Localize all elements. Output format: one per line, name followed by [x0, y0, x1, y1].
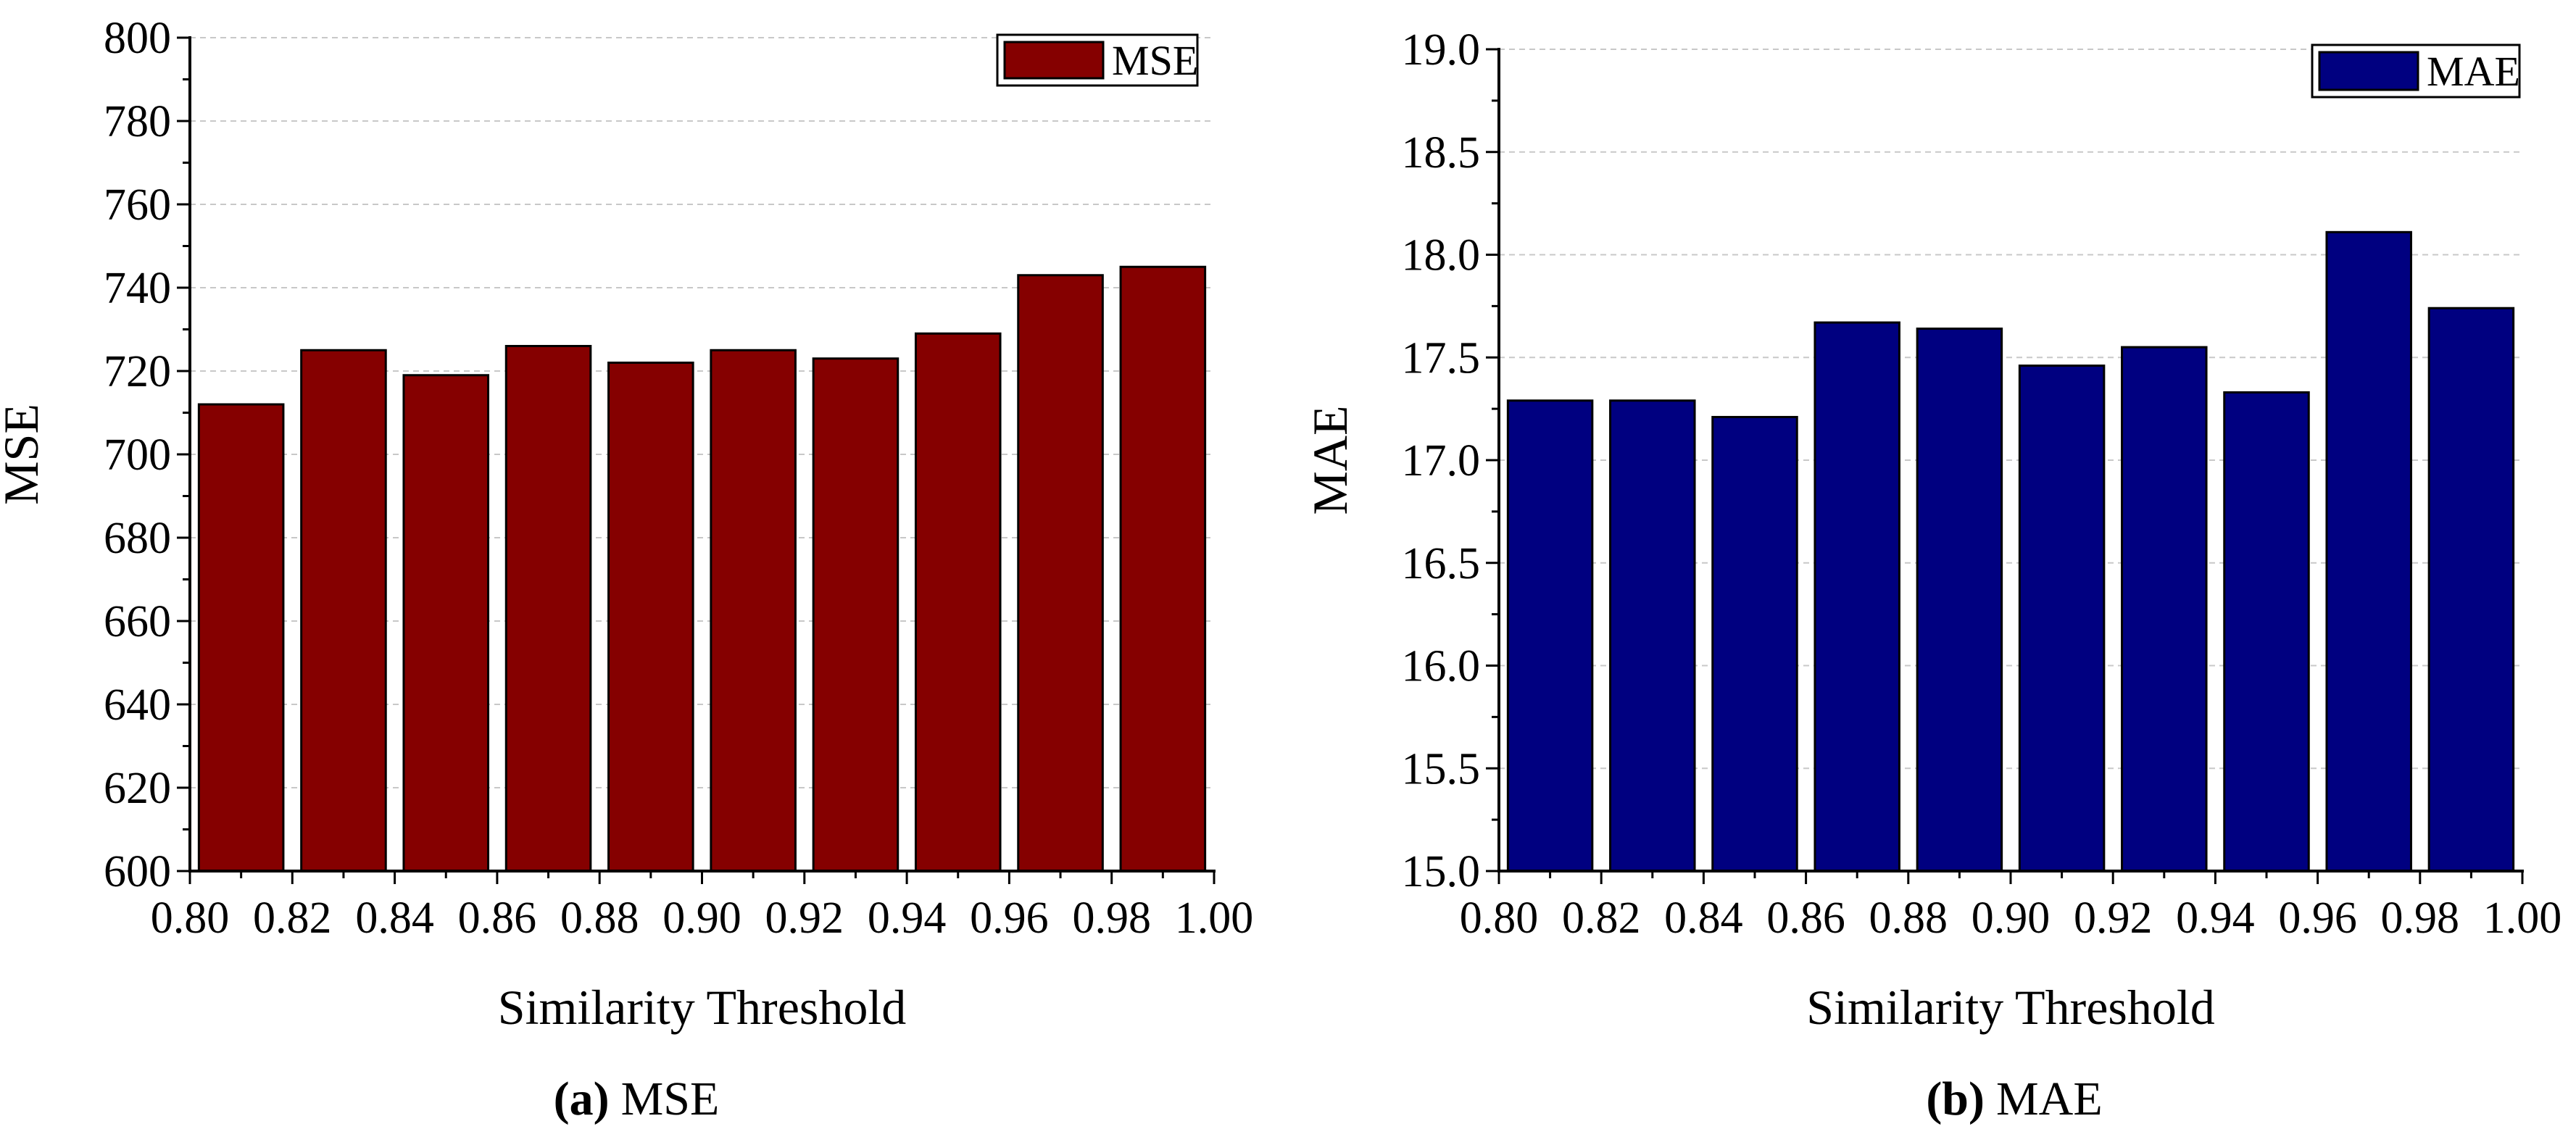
bar	[197, 403, 285, 872]
caption-letter: (b)	[1926, 1073, 1985, 1125]
x-tick-label: 0.98	[1072, 894, 1151, 943]
bar	[1813, 321, 1900, 872]
y-tick-label: 17.5	[1402, 333, 1481, 383]
legend-label: MSE	[1112, 37, 1198, 84]
y-tick-label: 620	[104, 764, 171, 813]
bar	[1017, 274, 1104, 872]
x-tick-label: 1.00	[1175, 894, 1254, 943]
chart-panel-a: 600 620 640 660 680 700 720 740 760 780 800 0.80 0.8…	[0, 14, 1253, 1125]
y-tick-label: 760	[104, 180, 171, 230]
y-tick-label: 740	[104, 264, 171, 313]
y-tick-label: 660	[104, 597, 171, 646]
x-tick-label: 0.88	[560, 894, 639, 943]
x-tick-label: 0.86	[1766, 894, 1845, 943]
x-tick-label: 0.96	[970, 894, 1049, 943]
y-tick-label: 640	[104, 680, 171, 730]
y-tick-label: 600	[104, 847, 171, 896]
y-tick-label: 16.5	[1402, 539, 1481, 588]
legend: MSE	[996, 33, 1199, 87]
x-tick-label: 0.84	[355, 894, 434, 943]
x-tick-label: 0.82	[253, 894, 332, 943]
y-tick-label: 18.5	[1402, 128, 1481, 178]
y-tick-label: 17.0	[1402, 436, 1481, 486]
x-axis-title: Similarity Threshold	[498, 980, 907, 1035]
panel-caption: (a) MSE	[554, 1073, 720, 1125]
x-tick-label: 0.92	[765, 894, 844, 943]
bar	[1711, 415, 1798, 872]
bar	[1119, 265, 1207, 872]
y-tick-label: 720	[104, 347, 171, 396]
legend-swatch	[2318, 51, 2419, 91]
bar	[504, 345, 592, 872]
legend-label: MAE	[2427, 48, 2520, 95]
y-tick-label: 800	[104, 14, 171, 63]
x-tick-label: 0.90	[1972, 894, 2051, 943]
x-tick-label: 1.00	[2483, 894, 2562, 943]
caption-text: MAE	[1996, 1073, 2103, 1125]
y-tick-label: 19.0	[1402, 25, 1481, 75]
x-tick-label: 0.96	[2278, 894, 2357, 943]
bar	[2325, 230, 2412, 872]
x-tick-label: 0.94	[2176, 894, 2255, 943]
x-tick-label: 0.94	[868, 894, 947, 943]
x-tick-label: 0.86	[458, 894, 537, 943]
bar	[2121, 346, 2208, 872]
bar	[914, 332, 1002, 872]
y-tick-label: 15.0	[1402, 847, 1481, 896]
bar	[300, 349, 387, 872]
x-tick-label: 0.90	[662, 894, 741, 943]
x-tick-label: 0.92	[2074, 894, 2153, 943]
y-axis-title: MAE	[1302, 405, 1358, 515]
x-tick-label: 0.80	[151, 894, 230, 943]
y-tick-label: 680	[104, 514, 171, 563]
bar	[2223, 391, 2310, 872]
bar	[1506, 399, 1594, 872]
x-tick-label: 0.82	[1562, 894, 1641, 943]
caption-letter: (a)	[554, 1073, 610, 1125]
bar	[402, 374, 490, 872]
x-tick-label: 0.98	[2381, 894, 2460, 943]
y-tick-label: 700	[104, 430, 171, 480]
y-tick-label: 18.0	[1402, 231, 1481, 280]
bar	[1609, 399, 1696, 872]
panel-caption: (b) MAE	[1926, 1073, 2102, 1125]
bar	[812, 357, 899, 872]
bar	[1916, 328, 2003, 872]
x-tick-label: 0.88	[1869, 894, 1948, 943]
caption-text: MSE	[621, 1073, 720, 1125]
legend: MAE	[2311, 43, 2521, 99]
x-tick-label: 0.84	[1664, 894, 1743, 943]
bar	[2018, 365, 2106, 872]
bar	[2427, 307, 2515, 872]
y-axis-title: MSE	[0, 404, 49, 505]
bar	[607, 362, 694, 872]
y-tick-label: 15.5	[1402, 744, 1481, 794]
chart-panel-b: 15.0 15.5 16.0 16.5 17.0 17.5 18.0 18.5 19.0 0.80…	[1302, 25, 2562, 1125]
bar	[710, 349, 797, 872]
x-tick-label: 0.80	[1460, 894, 1539, 943]
y-tick-label: 16.0	[1402, 642, 1481, 691]
x-axis-title: Similarity Threshold	[1806, 980, 2215, 1035]
y-tick-label: 780	[104, 97, 171, 146]
legend-swatch	[1003, 41, 1105, 80]
